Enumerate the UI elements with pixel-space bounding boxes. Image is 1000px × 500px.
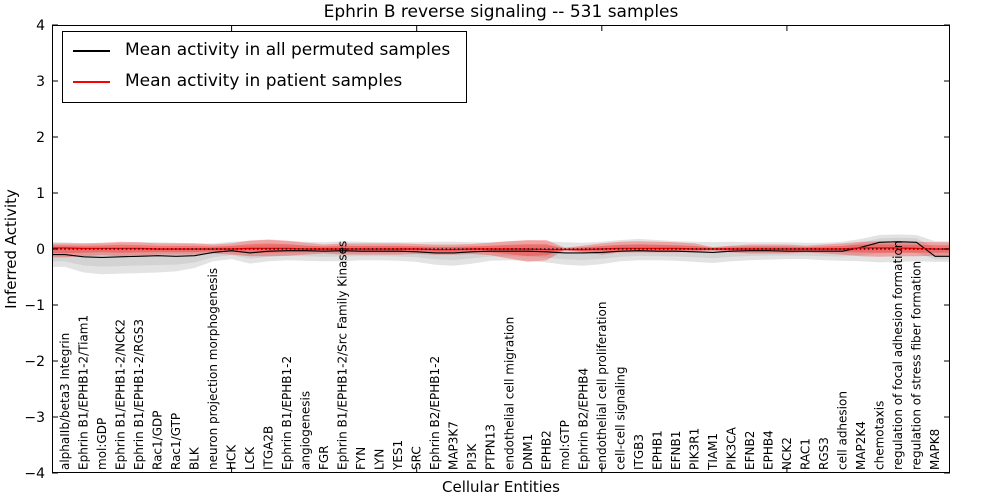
x-axis-label: Cellular Entities: [442, 478, 560, 496]
y-axis-label: Inferred Activity: [2, 189, 20, 309]
x-tick-label: MAP3K7: [447, 421, 461, 470]
x-tick-label: SRC: [410, 446, 424, 470]
x-tick-label: mol:GTP: [558, 420, 572, 470]
x-tick-label: Ephrin B1/EPHB1-2/RGS3: [132, 319, 146, 470]
x-tick-label: EPHB1: [650, 430, 664, 470]
x-tick-label: DNM1: [521, 434, 535, 470]
x-tick-label: PI3K: [465, 443, 479, 470]
x-tick-label: Ephrin B1/EPHB1-2/NCK2: [113, 319, 127, 470]
permuted-line-sample-icon: [73, 49, 110, 52]
x-tick-label: Rac1/GDP: [151, 411, 165, 470]
x-tick-label: regulation of stress fiber formation: [909, 261, 923, 470]
x-tick-label: FGR: [317, 445, 331, 470]
y-tick-label: 2: [36, 130, 45, 146]
x-tick-label: MAPK8: [928, 429, 942, 470]
x-tick-label: PTPN13: [484, 424, 498, 470]
x-tick-label: alphaIIb/beta3 Integrin: [58, 333, 72, 470]
chart-title: Ephrin B reverse signaling -- 531 sample…: [323, 2, 679, 22]
legend-label-patient: Mean activity in patient samples: [125, 71, 403, 91]
x-tick-label: cell-cell signaling: [613, 367, 627, 471]
x-tick-label: EPHB2: [539, 430, 553, 470]
x-tick-label: HCK: [225, 444, 239, 470]
permuted-range-band: [52, 234, 950, 275]
x-tick-label: mol:GDP: [95, 418, 109, 470]
y-tick-label: 0: [36, 242, 45, 258]
x-tick-label: Ephrin B1/EPHB1-2: [280, 356, 294, 470]
x-tick-label: LCK: [243, 446, 257, 470]
x-tick-label: Ephrin B2/EPHB4: [576, 368, 590, 470]
x-tick-label: endothelial cell migration: [502, 317, 516, 470]
patient-range-band-inner: [52, 243, 950, 257]
x-tick-label: MAP2K4: [854, 421, 868, 470]
x-tick-label: TIAM1: [706, 433, 720, 471]
y-tick-label: 3: [36, 74, 45, 90]
x-tick-label: EFNB1: [669, 431, 683, 470]
legend: Mean activity in all permuted samples Me…: [62, 31, 468, 103]
permuted-mean-line: [52, 241, 950, 258]
x-tick-label: Ephrin B1/EPHB1-2/Tiam1: [76, 315, 90, 470]
legend-item: Mean activity in all permuted samples: [73, 40, 450, 61]
patient-line-sample-icon: [73, 80, 110, 83]
x-tick-label: EPHB4: [761, 430, 775, 470]
y-tick-label: −3: [24, 410, 45, 426]
x-tick-label: Ephrin B2/EPHB1-2: [428, 356, 442, 470]
x-tick-label: PIK3CA: [724, 426, 738, 470]
y-tick-label: 4: [36, 18, 45, 34]
x-tick-label: BLK: [188, 446, 202, 470]
x-tick-label: ITGA2B: [262, 426, 276, 470]
x-tick-label: RGS3: [817, 437, 831, 470]
x-tick-label: LYN: [373, 449, 387, 470]
x-tick-label: ITGB3: [632, 434, 646, 470]
x-tick-label: neuron projection morphogenesis: [206, 268, 220, 470]
x-tick-label: endothelial cell proliferation: [595, 302, 609, 470]
x-tick-label: NCK2: [780, 437, 794, 470]
legend-item: Mean activity in patient samples: [73, 71, 450, 92]
x-tick-label: Rac1/GTP: [169, 413, 183, 470]
y-tick-label: 1: [36, 186, 45, 202]
x-tick-label: FYN: [354, 447, 368, 470]
y-tick-label: −4: [24, 466, 45, 482]
y-tick-label: −2: [24, 354, 45, 370]
permuted-range-band-inner: [52, 237, 950, 267]
x-tick-label: YES1: [391, 440, 405, 471]
x-tick-label: regulation of focal adhesion formation: [891, 241, 905, 470]
x-tick-label: EFNB2: [743, 431, 757, 470]
x-tick-label: chemotaxis: [872, 401, 886, 470]
x-tick-label: Ephrin B1/EPHB1-2/Src Family Kinases: [336, 241, 350, 470]
y-tick-label: −1: [24, 298, 45, 314]
x-tick-label: cell adhesion: [835, 391, 849, 470]
legend-label-permuted: Mean activity in all permuted samples: [125, 40, 451, 60]
x-tick-label: angiogenesis: [299, 391, 313, 470]
x-tick-label: RAC1: [798, 438, 812, 470]
x-tick-label: PIK3R1: [687, 428, 701, 470]
